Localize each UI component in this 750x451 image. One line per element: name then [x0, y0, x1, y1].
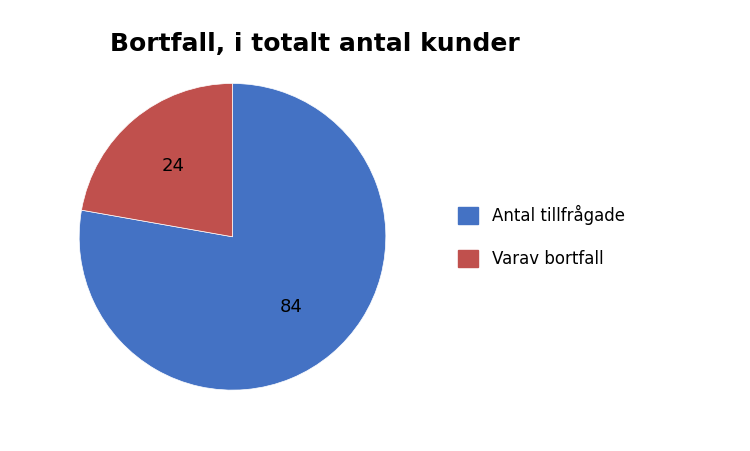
Text: 84: 84: [280, 298, 303, 316]
Wedge shape: [82, 83, 232, 237]
Wedge shape: [80, 83, 386, 390]
Legend: Antal tillfrågade, Varav bortfall: Antal tillfrågade, Varav bortfall: [452, 198, 632, 275]
Text: Bortfall, i totalt antal kunder: Bortfall, i totalt antal kunder: [110, 32, 520, 55]
Text: 24: 24: [162, 157, 184, 175]
